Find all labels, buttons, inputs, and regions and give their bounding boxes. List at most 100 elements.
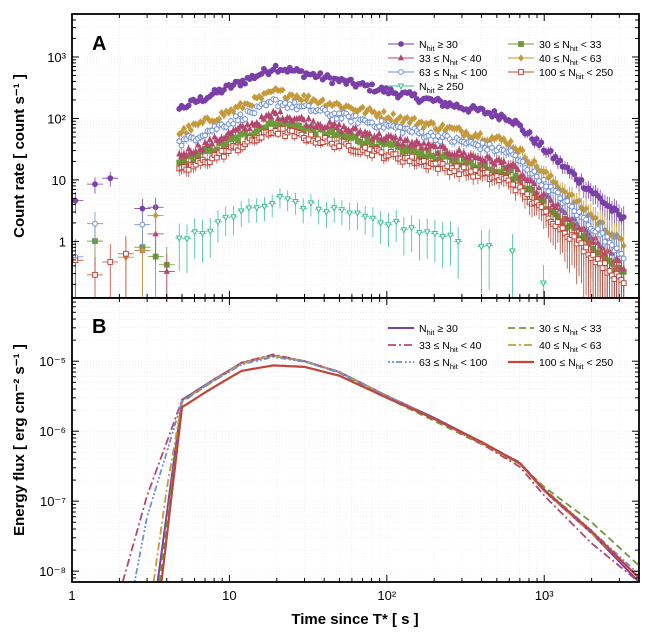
data-point [620,280,627,287]
data-point [183,151,190,159]
data-point [222,214,229,222]
y-tick-label: 10³ [47,50,66,65]
data-point [207,228,214,236]
data-point [547,148,554,154]
data-point [235,137,241,144]
data-point [300,115,307,123]
y-tick-label: 10⁻⁷ [40,494,66,509]
data-point [221,153,227,160]
data-point [282,100,288,106]
data-point [394,139,401,146]
legend-entry-a-3: 40 ≤ Nhit < 63 [508,53,602,67]
data-point [526,129,533,136]
data-point [323,209,330,216]
data-point [538,204,545,210]
data-point [272,96,279,103]
data-point [336,143,343,150]
data-point [326,118,333,125]
data-point [298,113,305,120]
data-point [72,197,79,204]
data-point [467,168,474,175]
data-point [123,250,129,257]
data-point [453,163,460,170]
data-point [333,115,340,122]
data-point [348,76,354,83]
data-point [514,165,521,172]
data-point [305,92,312,100]
data-point [377,220,384,228]
data-point [221,86,227,93]
data-point [531,179,538,186]
data-point [392,133,399,140]
data-point [583,216,589,223]
legend-label: 33 ≤ Nhit < 40 [419,53,482,67]
legend-entry-b-3: 40 ≤ Nhit < 63 [508,340,602,354]
data-point [571,233,578,240]
data-point [185,166,192,173]
data-point [411,91,418,97]
data-point [202,138,209,145]
data-point [399,140,406,148]
data-point [237,99,244,107]
data-point [408,225,415,232]
data-point [188,126,194,134]
data-point [590,251,597,258]
data-point [199,119,206,127]
data-point [604,233,611,240]
data-point [330,205,338,212]
legend-label: Nhit ≥ 250 [419,81,464,95]
data-point [209,91,216,98]
legend-entry-a-2: 33 ≤ Nhit < 40 [388,53,482,67]
data-point [512,187,519,194]
data-point [272,62,279,69]
data-point [359,103,366,111]
data-point [609,242,615,248]
data-point [178,129,185,137]
data-point [274,114,282,121]
panel-a-ylabel: Count rate [ count s⁻¹ ] [11,74,28,238]
data-point [571,171,578,178]
data-point [272,109,279,116]
data-point [249,102,256,110]
legend-entry-b-1: 30 ≤ Nhit < 33 [508,323,602,337]
panel-b-label: B [92,316,106,338]
legend-label: 30 ≤ Nhit < 33 [539,39,602,53]
data-point [199,231,206,238]
data-point [308,131,314,138]
data-point [517,122,524,129]
legend-label: 100 ≤ Nhit < 250 [539,357,613,371]
legend-entry-b-4: 63 ≤ Nhit < 100 [388,357,487,371]
data-point [346,210,353,218]
data-point [183,236,191,243]
data-point [510,160,517,167]
data-point [185,102,192,109]
panel-a-data [72,62,627,298]
data-point [481,157,488,164]
data-point [435,166,441,172]
data-point [620,214,627,220]
data-point [420,139,427,146]
data-point [347,127,354,135]
data-point [178,142,185,149]
data-point [185,122,192,130]
data-point [602,260,608,267]
data-point [299,205,307,213]
data-point [197,94,204,100]
legend-label: Nhit ≥ 30 [419,323,458,337]
legend-entry-a-6: Nhit ≥ 250 [388,81,464,95]
data-point [441,144,449,151]
data-point [613,245,620,252]
legend-entry-a-1: 30 ≤ Nhit < 33 [508,39,602,53]
data-point [409,153,415,160]
data-point [510,181,517,188]
data-point [491,108,498,114]
legend-entry-b-0: Nhit ≥ 30 [388,323,458,337]
data-point [554,189,561,196]
legend-marker [518,69,524,75]
data-point [242,124,249,132]
data-point [333,123,340,131]
data-point [453,150,460,157]
data-point [152,211,159,219]
data-point [599,265,606,272]
data-point [163,267,170,274]
